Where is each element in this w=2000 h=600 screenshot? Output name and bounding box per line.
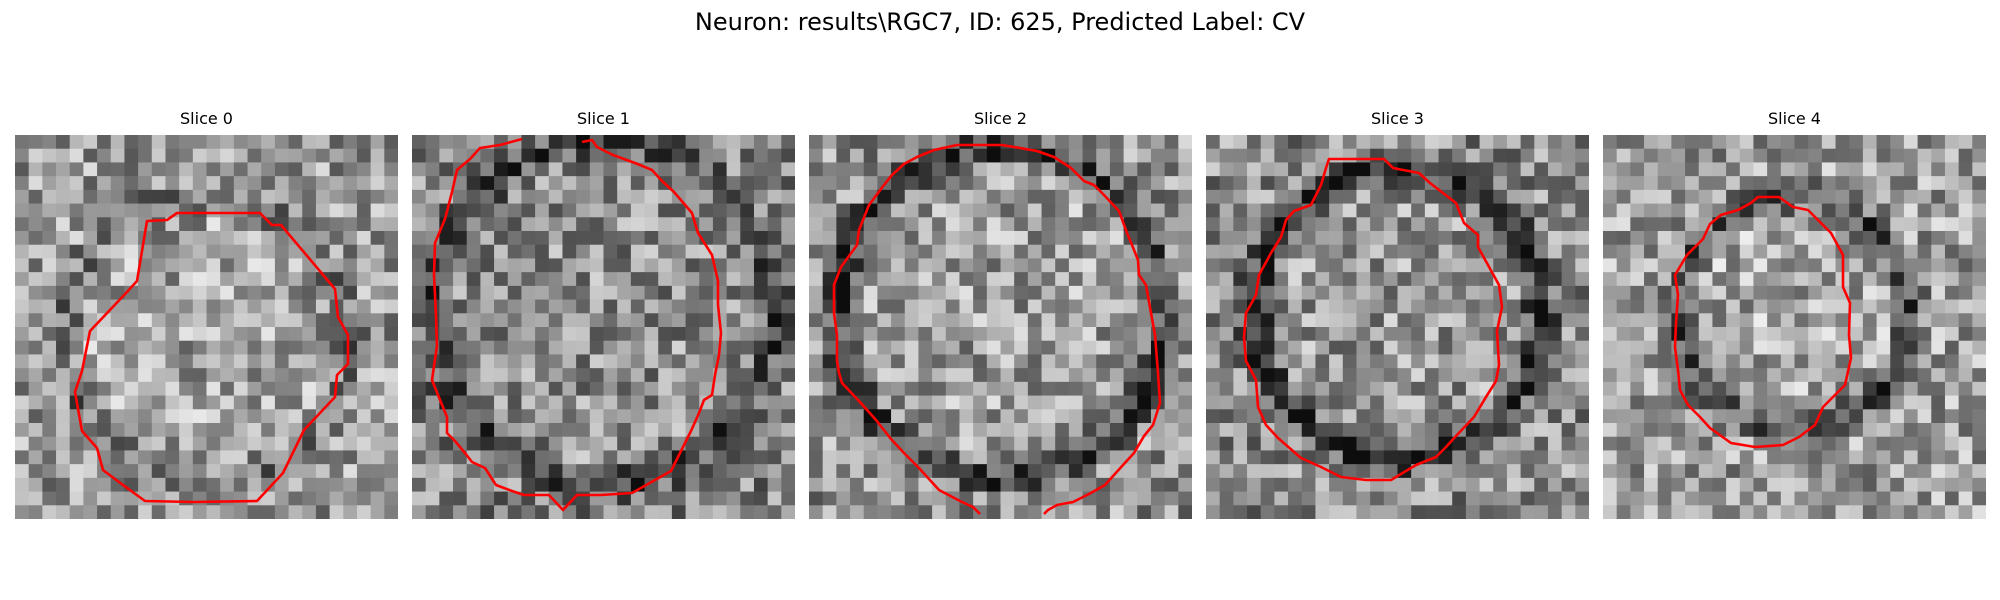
slice-panel: Slice 2 — [809, 108, 1192, 519]
slice-panel: Slice 3 — [1206, 108, 1589, 519]
slice-image — [809, 135, 1192, 519]
grayscale-pixel-grid — [412, 135, 795, 519]
slice-title: Slice 4 — [1603, 108, 1986, 130]
slice-title: Slice 1 — [412, 108, 795, 130]
slice-panel: Slice 1 — [412, 108, 795, 519]
slice-panel: Slice 0 — [15, 108, 398, 519]
grayscale-pixel-grid — [809, 135, 1192, 519]
slice-image — [1603, 135, 1986, 519]
grayscale-pixel-grid — [15, 135, 398, 519]
slice-title: Slice 2 — [809, 108, 1192, 130]
grayscale-pixel-grid — [1206, 135, 1589, 519]
slice-title: Slice 3 — [1206, 108, 1589, 130]
figure-title: Neuron: results\RGC7, ID: 625, Predicted… — [0, 6, 2000, 38]
slice-image — [412, 135, 795, 519]
slice-image — [15, 135, 398, 519]
slice-image — [1206, 135, 1589, 519]
grayscale-pixel-grid — [1603, 135, 1986, 519]
slice-title: Slice 0 — [15, 108, 398, 130]
slice-panel: Slice 4 — [1603, 108, 1986, 519]
